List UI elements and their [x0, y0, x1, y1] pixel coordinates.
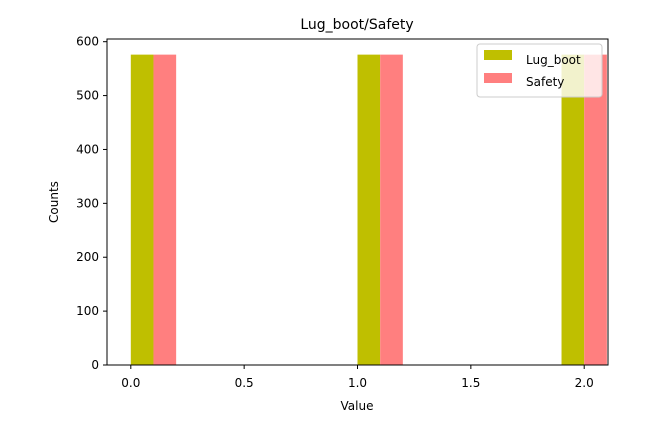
- y-tick-label: 400: [76, 142, 99, 156]
- legend-label-safety: Safety: [526, 75, 564, 89]
- bars-layer: [130, 54, 607, 366]
- bar-lug-boot-2: [561, 54, 585, 366]
- x-tick-label: 1.0: [348, 376, 367, 390]
- y-axis: 0 100 200 300 400 500 600: [76, 35, 107, 372]
- x-tick-label: 0.5: [235, 376, 254, 390]
- bar-lug-boot-0: [130, 54, 154, 366]
- y-tick-label: 200: [76, 250, 99, 264]
- bar-safety-0: [153, 54, 177, 366]
- y-tick-label: 600: [76, 35, 99, 49]
- y-tick-label: 300: [76, 196, 99, 210]
- bar-safety-1: [380, 54, 403, 366]
- x-tick-label: 1.5: [461, 376, 480, 390]
- legend: Lug_boot Safety: [476, 43, 603, 98]
- x-tick-label: 2.0: [575, 376, 594, 390]
- x-tick-label: 0.0: [121, 376, 140, 390]
- y-tick-label: 0: [91, 358, 99, 372]
- legend-label-lug-boot: Lug_boot: [526, 53, 581, 67]
- y-axis-label: Counts: [47, 181, 61, 223]
- x-axis-label: Value: [341, 399, 374, 413]
- legend-swatch-safety: [484, 73, 512, 83]
- y-tick-label: 500: [76, 89, 99, 103]
- legend-swatch-lug-boot: [484, 50, 512, 60]
- chart-title: Lug_boot/Safety: [300, 17, 413, 33]
- y-tick-label: 100: [76, 304, 99, 318]
- bar-safety-2: [584, 54, 607, 366]
- x-axis: 0.0 0.5 1.0 1.5 2.0: [121, 365, 594, 390]
- bar-lug-boot-1: [357, 54, 381, 366]
